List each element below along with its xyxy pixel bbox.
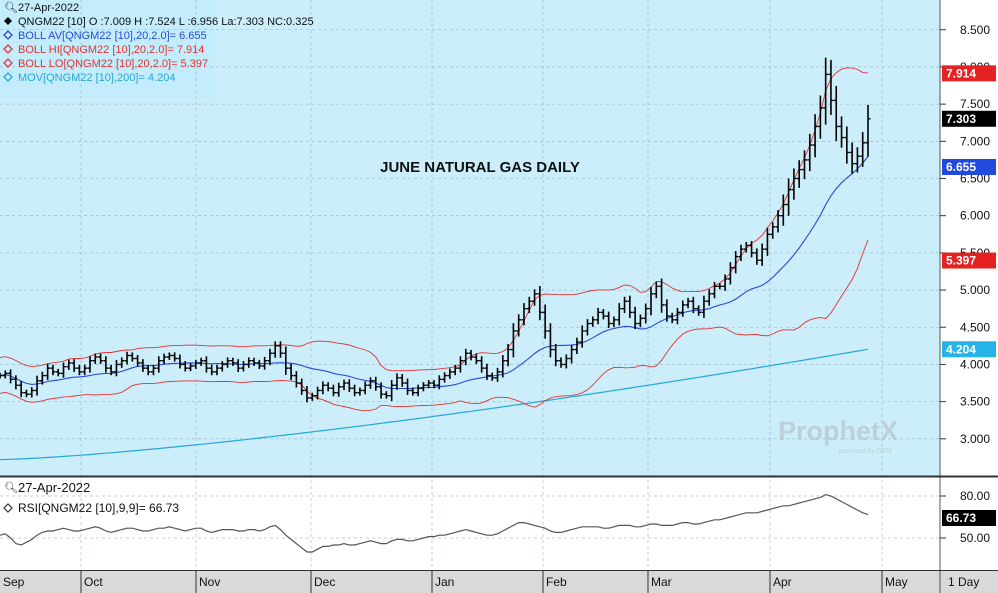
price-tag-box bbox=[942, 110, 996, 127]
price-tick-label: 3.500 bbox=[960, 395, 990, 409]
price-tags: 7.914 7.303 6.655 5.397 4.204 bbox=[942, 65, 996, 358]
month-label: Sep bbox=[3, 575, 25, 589]
price-tag-box bbox=[942, 341, 996, 358]
month-label: Oct bbox=[84, 575, 103, 589]
date-axis-bar bbox=[0, 571, 998, 593]
legend-diamond-icon bbox=[3, 58, 13, 68]
diamond-icon bbox=[4, 17, 12, 25]
price-tick-label: 8.500 bbox=[960, 23, 990, 37]
legend-item-label: BOLL AV[QNGM22 [10],20,2.0]= 6.655 bbox=[18, 30, 207, 42]
bollinger-upper-line bbox=[0, 67, 869, 372]
price-tag-box bbox=[942, 158, 996, 175]
price-tag-text: 5.397 bbox=[946, 254, 976, 268]
price-tag-text: 6.655 bbox=[946, 160, 976, 174]
watermark-logo: ProphetX bbox=[778, 416, 898, 446]
price-tick-label: 7.500 bbox=[960, 97, 990, 111]
month-label: Jan bbox=[435, 575, 454, 589]
rsi-tag: 66.73 bbox=[942, 510, 996, 526]
price-tick-label: 3.000 bbox=[960, 432, 990, 446]
rsi-panel-background bbox=[0, 478, 940, 570]
month-label: Feb bbox=[546, 575, 567, 589]
header-date: 27-Apr-2022 bbox=[18, 2, 79, 14]
month-label: May bbox=[885, 575, 908, 589]
price-tick-label: 4.500 bbox=[960, 320, 990, 334]
rsi-label: RSI[QNGM22 [10],9,9]= 66.73 bbox=[18, 501, 179, 515]
month-label: Mar bbox=[651, 575, 672, 589]
rsi-legend: 🔍︎ 27-Apr-2022 RSI[QNGM22 [10],9,9]= 66.… bbox=[3, 480, 179, 515]
rsi-line bbox=[0, 493, 869, 553]
ohlc-bars bbox=[0, 57, 871, 403]
price-tick-label: 4.000 bbox=[960, 357, 990, 371]
price-tag-box bbox=[942, 252, 996, 269]
legend-diamond-icon bbox=[3, 44, 13, 54]
rsi-date: 27-Apr-2022 bbox=[18, 480, 90, 495]
rsi-diamond-icon bbox=[3, 503, 13, 513]
rsi-tick-label: 80.00 bbox=[960, 489, 990, 503]
watermark-sub: powered by DTN bbox=[839, 448, 892, 455]
price-tick-label: 7.000 bbox=[960, 134, 990, 148]
rsi-magnifier-icon[interactable]: 🔍︎ bbox=[4, 481, 18, 494]
legend-diamond-icon bbox=[3, 72, 13, 82]
rsi-axis-ticks: 80.00 50.00 bbox=[940, 489, 990, 545]
month-gridlines bbox=[80, 0, 883, 570]
magnifier-icon[interactable]: 🔍︎ bbox=[4, 1, 18, 14]
price-legend: 🔍︎ 27-Apr-2022 QNGM22 [10] O :7.009 H :7… bbox=[3, 1, 314, 84]
price-tag-text: 7.303 bbox=[946, 112, 976, 126]
month-label: Nov bbox=[199, 575, 220, 589]
ohlc-readout: QNGM22 [10] O :7.009 H :7.524 L :6.956 L… bbox=[18, 16, 314, 28]
rsi-tag-box bbox=[942, 510, 996, 526]
month-label: Apr bbox=[773, 575, 792, 589]
month-labels: Sep Oct Nov Dec Jan Feb Mar Apr May bbox=[3, 571, 908, 593]
legend-item-label: MOV[QNGM22 [10],200]= 4.204 bbox=[18, 72, 175, 84]
rsi-gridlines bbox=[0, 495, 940, 539]
price-tag-box bbox=[942, 65, 996, 82]
price-tag-text: 4.204 bbox=[946, 342, 976, 356]
rsi-line-group bbox=[0, 493, 869, 553]
price-gridlines bbox=[0, 29, 940, 440]
legend-background bbox=[0, 0, 215, 98]
rsi-tag-text: 66.73 bbox=[946, 511, 976, 525]
legend-diamond-icon bbox=[3, 30, 13, 40]
timeframe-label[interactable]: 1 Day bbox=[948, 575, 979, 589]
month-label: Dec bbox=[314, 575, 335, 589]
price-tick-label: 6.000 bbox=[960, 209, 990, 223]
price-tick-label: 5.000 bbox=[960, 283, 990, 297]
price-tag-text: 7.914 bbox=[946, 66, 976, 80]
price-tick-label: 6.500 bbox=[960, 172, 990, 186]
chart-title: JUNE NATURAL GAS DAILY bbox=[380, 159, 580, 176]
mov-200-line bbox=[0, 348, 869, 461]
legend-item-label: BOLL HI[QNGM22 [10],20,2.0]= 7.914 bbox=[18, 44, 204, 56]
bollinger-lower-line bbox=[0, 239, 869, 412]
prophetx-watermark: ProphetX powered by DTN bbox=[778, 416, 898, 455]
rsi-tick-label: 50.00 bbox=[960, 531, 990, 545]
legend-item-label: BOLL LO[QNGM22 [10],20,2.0]= 5.397 bbox=[18, 58, 208, 70]
